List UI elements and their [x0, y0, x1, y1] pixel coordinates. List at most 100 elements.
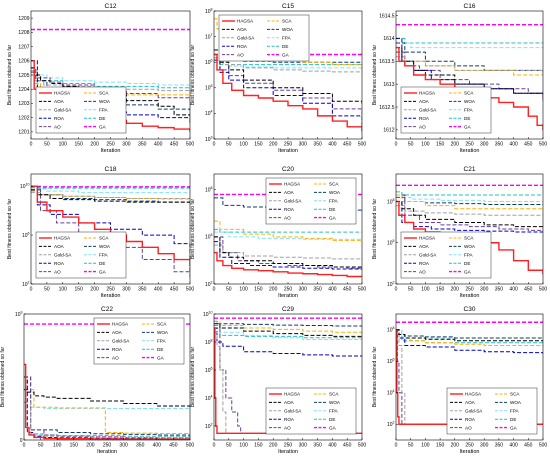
y-tick-label: 103: [205, 135, 213, 143]
x-tick-label: 250: [106, 142, 115, 148]
x-tick-label: 350: [313, 142, 322, 148]
x-tick-label: 500: [539, 443, 548, 449]
panel-c15: 0 50 100 150 200 250 300 350 400 450 500 103 104 105 1…: [190, 3, 366, 154]
x-tick-label: 400: [509, 142, 518, 148]
x-tick-label: 200: [451, 287, 460, 293]
panel-title: C12: [105, 3, 117, 10]
series-line-aoa: [24, 376, 190, 409]
legend-label-ga: GA: [329, 215, 337, 220]
x-tick-label: 300: [480, 443, 489, 449]
legend-label-sca: SCA: [329, 392, 339, 397]
series-line-aoa: [214, 323, 362, 338]
legend-label-woa: WOA: [329, 190, 341, 195]
x-tick-label: 100: [59, 142, 68, 148]
legend-label-sca: SCA: [329, 182, 339, 187]
series-line-gold-sa: [31, 70, 190, 93]
panel-title: C21: [464, 166, 476, 173]
x-tick-label: 450: [524, 443, 533, 449]
y-tick-label: 105: [387, 239, 395, 247]
x-tick-label: 500: [186, 443, 195, 449]
legend-label-ga: GA: [157, 355, 165, 360]
x-tick-label: 150: [436, 443, 445, 449]
x-tick-label: 350: [495, 287, 504, 293]
x-tick-label: 450: [524, 287, 533, 293]
x-tick-label: 200: [269, 142, 278, 148]
legend-label-hagsa: HAGSA: [419, 236, 436, 241]
legend-label-aoa: AOA: [112, 330, 123, 335]
legend-label-ao: AO: [419, 124, 426, 129]
series-line-woa: [214, 320, 362, 327]
y-tick-label: 108: [205, 338, 213, 346]
legend-label-fpa: FPA: [464, 108, 474, 113]
x-tick-label: 100: [239, 443, 248, 449]
legend-label-ao: AO: [237, 52, 244, 57]
y-axis-label: Best fitness obtained so far: [0, 347, 6, 408]
y-tick-label: 106: [22, 231, 30, 239]
y-tick-label: 1613: [383, 82, 394, 88]
x-tick-label: 400: [153, 443, 162, 449]
x-tick-label: 50: [408, 142, 414, 148]
x-axis-label: Iteration: [97, 449, 117, 455]
y-tick-label: 104: [387, 389, 395, 397]
y-tick-label: 106: [205, 59, 213, 67]
legend-label-ga: GA: [464, 124, 472, 129]
x-tick-label: 150: [254, 443, 263, 449]
series-line-fpa: [396, 42, 543, 49]
y-axis-label: Best fitness obtained so far: [7, 45, 13, 106]
x-tick-label: 100: [421, 287, 430, 293]
series-line-gold-sa: [396, 205, 543, 216]
legend-label-aoa: AOA: [465, 400, 476, 405]
legend-label-de: DE: [329, 417, 335, 422]
x-tick-label: 300: [299, 287, 308, 293]
y-tick-label: 104: [205, 110, 213, 118]
x-tick-label: 150: [75, 142, 84, 148]
x-tick-label: 300: [299, 142, 308, 148]
legend-label-gold-sa: Gold-SA: [419, 253, 437, 258]
x-tick-label: 250: [284, 287, 293, 293]
series-group: [396, 24, 543, 130]
legend: HAGSA SCA AOA WOA Gold-SA FPA ROA DE AO GA: [218, 14, 310, 62]
series-line-gold-sa: [396, 56, 543, 75]
x-axis-label: Iteration: [278, 293, 298, 299]
legend: HAGSA SCA AOA WOA Gold-SA FPA ROA DE AO GA: [446, 387, 538, 435]
legend: HAGSA SCA AOA WOA Gold-SA FPA ROA DE AO GA: [93, 317, 185, 365]
legend-label-sca: SCA: [99, 91, 109, 96]
series-line-aoa: [396, 329, 543, 342]
x-tick-label: 400: [154, 287, 163, 293]
x-axis-label: Iteration: [460, 148, 480, 154]
x-tick-label: 50: [226, 142, 232, 148]
x-tick-label: 200: [86, 443, 95, 449]
panel-c29: 0 50 100 150 200 250 300 350 400 450 500 102 104 106 1…: [190, 306, 366, 455]
legend-label-woa: WOA: [157, 330, 169, 335]
x-axis-label: Iteration: [460, 293, 480, 299]
panel-c12: 0 50 100 150 200 250 300 350 400 450 500 1201 1202 12…: [7, 3, 194, 154]
y-tick-label: 1207: [18, 44, 29, 50]
x-tick-label: 150: [75, 287, 84, 293]
series-line-de: [396, 37, 543, 44]
y-tick-label: 1613.5: [379, 59, 395, 65]
x-tick-label: 500: [186, 287, 195, 293]
y-tick-label: 1614.5: [379, 13, 395, 19]
legend-label-gold-sa: Gold-SA: [284, 409, 302, 414]
x-tick-label: 150: [436, 287, 445, 293]
x-tick-label: 450: [343, 142, 352, 148]
legend-label-fpa: FPA: [99, 253, 109, 258]
x-tick-label: 0: [23, 443, 26, 449]
series-line-sca: [396, 194, 543, 210]
legend-label-fpa: FPA: [510, 409, 520, 414]
legend-label-sca: SCA: [464, 236, 474, 241]
legend: HAGSA SCA AOA WOA Gold-SA FPA ROA DE AO GA: [35, 231, 127, 279]
x-axis-label: Iteration: [278, 148, 298, 154]
series-line-roa: [214, 327, 362, 357]
y-tick-label: 108: [387, 198, 395, 206]
panel-title: C30: [464, 306, 476, 313]
series-line-de: [396, 191, 543, 196]
y-tick-label: 105: [205, 233, 213, 241]
panel-c20: 0 50 100 150 200 250 300 350 400 450 500 102 105 108 C…: [190, 166, 366, 299]
x-tick-label: 200: [451, 443, 460, 449]
legend-label-woa: WOA: [464, 99, 476, 104]
series-line-roa: [31, 185, 190, 272]
x-tick-label: 250: [284, 142, 293, 148]
legend: HAGSA SCA AOA WOA Gold-SA FPA ROA DE AO GA: [265, 177, 357, 225]
x-tick-label: 300: [122, 142, 131, 148]
